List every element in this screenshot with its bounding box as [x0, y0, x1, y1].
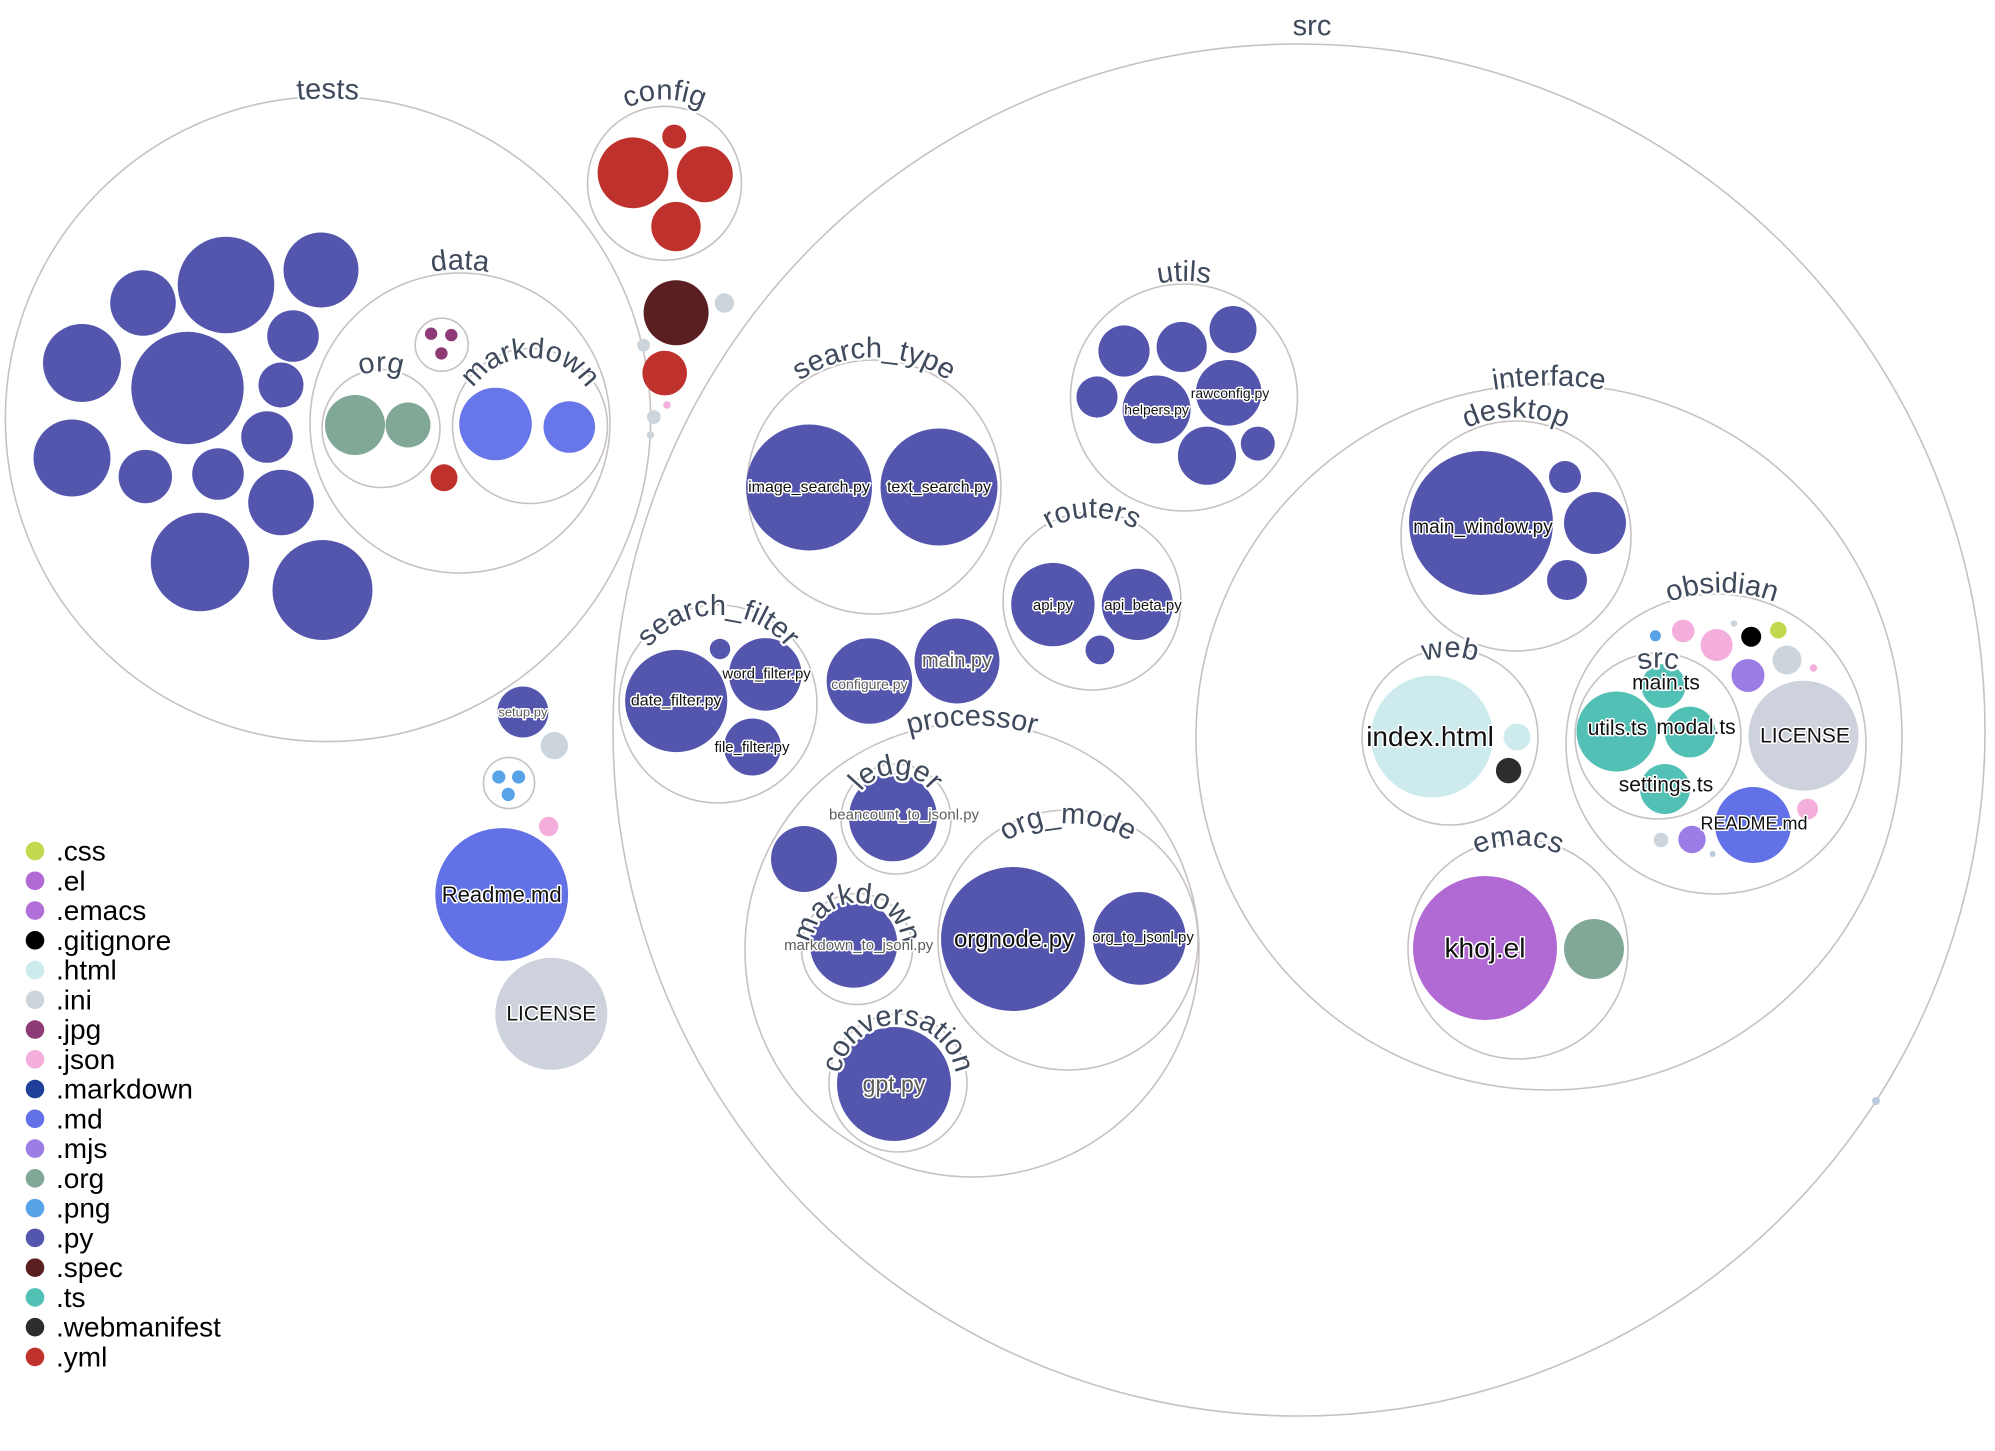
svg-text:.yml: .yml [56, 1341, 107, 1372]
svg-text:.ts: .ts [56, 1282, 86, 1313]
svg-text:src: src [1292, 10, 1331, 42]
svg-text:.org: .org [56, 1163, 104, 1194]
svg-text:helpers.py: helpers.py [1124, 402, 1189, 418]
svg-text:main_window.py: main_window.py [1413, 517, 1553, 538]
svg-text:Readme.md: Readme.md [442, 882, 562, 907]
svg-text:word_filter.py: word_filter.py [721, 666, 811, 683]
svg-text:setup.py: setup.py [498, 705, 548, 720]
svg-text:settings.ts: settings.ts [1619, 774, 1714, 797]
svg-text:.md: .md [56, 1103, 103, 1134]
svg-text:rawconfig.py: rawconfig.py [1191, 385, 1270, 401]
svg-text:modal.ts: modal.ts [1656, 716, 1735, 739]
svg-text:beancount_to_jsonl.py: beancount_to_jsonl.py [829, 806, 980, 823]
svg-text:README.md: README.md [1700, 814, 1807, 834]
svg-text:date_filter.py: date_filter.py [631, 693, 722, 710]
svg-text:.jpg: .jpg [56, 1014, 101, 1045]
svg-text:index.html: index.html [1366, 721, 1494, 752]
svg-text:api.py: api.py [1033, 597, 1074, 614]
svg-text:.html: .html [56, 955, 117, 986]
svg-text:.py: .py [56, 1222, 93, 1253]
svg-text:utils.ts: utils.ts [1588, 717, 1648, 740]
svg-text:.el: .el [56, 865, 86, 896]
svg-text:tests: tests [295, 73, 360, 106]
svg-text:web: web [1418, 632, 1482, 668]
svg-text:src: src [1634, 643, 1681, 677]
svg-text:markdown_to_jsonl.py: markdown_to_jsonl.py [784, 937, 934, 954]
svg-text:.emacs: .emacs [56, 895, 146, 926]
svg-text:.css: .css [56, 836, 106, 867]
svg-text:gpt.py: gpt.py [863, 1071, 926, 1097]
svg-text:.gitignore: .gitignore [56, 925, 171, 956]
svg-text:.mjs: .mjs [56, 1133, 107, 1164]
svg-text:org_to_jsonl.py: org_to_jsonl.py [1092, 929, 1194, 946]
svg-text:file_filter.py: file_filter.py [714, 739, 790, 756]
svg-text:orgnode.py: orgnode.py [954, 926, 1074, 953]
svg-text:image_search.py: image_search.py [748, 479, 870, 496]
svg-text:.webmanifest: .webmanifest [56, 1312, 221, 1343]
svg-text:interface: interface [1490, 360, 1608, 396]
svg-text:.ini: .ini [56, 984, 92, 1015]
svg-text:.markdown: .markdown [56, 1074, 193, 1105]
svg-text:LICENSE: LICENSE [506, 1002, 596, 1025]
svg-text:configure.py: configure.py [831, 676, 907, 692]
svg-text:.spec: .spec [56, 1252, 123, 1283]
svg-text:org: org [355, 346, 407, 381]
svg-text:main.py: main.py [922, 650, 992, 672]
svg-text:utils: utils [1155, 256, 1214, 291]
svg-text:.json: .json [56, 1044, 115, 1075]
svg-text:.png: .png [56, 1193, 111, 1224]
svg-text:data: data [429, 244, 493, 279]
svg-text:api_beta.py: api_beta.py [1104, 597, 1182, 614]
svg-text:text_search.py: text_search.py [887, 479, 991, 496]
svg-text:main.ts: main.ts [1632, 672, 1700, 695]
svg-text:khoj.el: khoj.el [1445, 933, 1526, 964]
svg-text:LICENSE: LICENSE [1760, 725, 1850, 748]
